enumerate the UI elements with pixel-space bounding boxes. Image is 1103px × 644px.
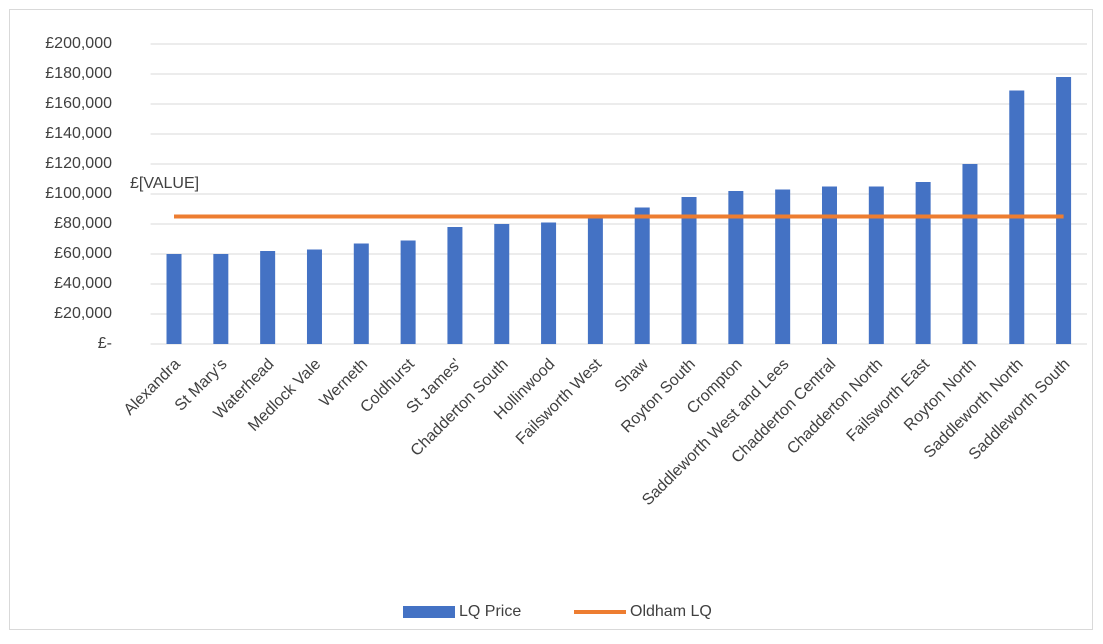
bar bbox=[962, 164, 978, 344]
y-tick-label: £40,000 bbox=[54, 275, 112, 292]
bar bbox=[353, 243, 369, 344]
y-tick-label: £180,000 bbox=[45, 65, 112, 82]
bar bbox=[260, 251, 276, 344]
bar bbox=[400, 240, 416, 344]
bar bbox=[1056, 77, 1072, 344]
bar bbox=[728, 191, 744, 344]
y-tick-label: £160,000 bbox=[45, 95, 112, 112]
bar bbox=[634, 207, 650, 344]
bar bbox=[166, 254, 182, 344]
y-tick-label: £140,000 bbox=[45, 125, 112, 142]
bar bbox=[868, 186, 884, 344]
legend-label: Oldham LQ bbox=[630, 603, 712, 620]
y-tick-label: £120,000 bbox=[45, 155, 112, 172]
legend-label: LQ Price bbox=[459, 603, 521, 620]
bar bbox=[775, 189, 791, 344]
bar bbox=[306, 249, 322, 344]
bar bbox=[447, 227, 463, 344]
y-tick-label: £80,000 bbox=[54, 215, 112, 232]
y-tick-label: £20,000 bbox=[54, 305, 112, 322]
y-tick-label: £200,000 bbox=[45, 35, 112, 52]
bar bbox=[213, 254, 229, 344]
bar bbox=[587, 216, 603, 344]
y-tick-label: £- bbox=[98, 335, 112, 352]
bar bbox=[915, 182, 931, 344]
y-tick-label: £60,000 bbox=[54, 245, 112, 262]
bar bbox=[494, 224, 510, 344]
bar bbox=[541, 222, 557, 344]
y-tick-label: £100,000 bbox=[45, 185, 112, 202]
bar bbox=[821, 186, 837, 344]
legend-swatch bbox=[403, 606, 455, 618]
bar bbox=[681, 197, 697, 344]
annotation: £[VALUE] bbox=[130, 175, 199, 192]
